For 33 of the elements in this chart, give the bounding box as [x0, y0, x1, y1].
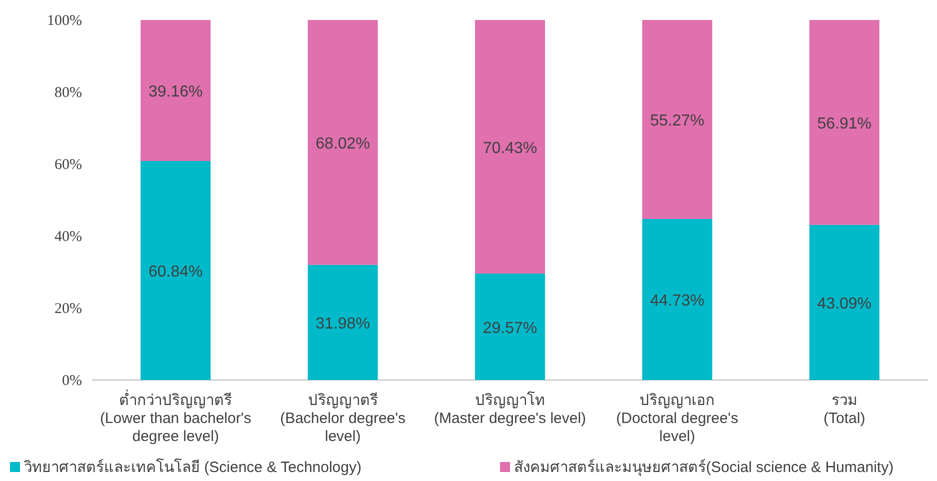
- data-label: 39.16%: [148, 83, 203, 100]
- y-tick-label: 20%: [54, 301, 82, 317]
- data-label: 70.43%: [482, 140, 538, 157]
- x-tick-label: ปริญญาเอก (Doctoral degree's level): [616, 392, 738, 445]
- data-label: 43.09%: [817, 295, 872, 312]
- data-label: 44.73%: [650, 292, 704, 310]
- x-tick-label: รวม (Total): [824, 392, 866, 427]
- y-tick-label: 60%: [54, 157, 82, 173]
- bar: [809, 224, 880, 380]
- data-label: 68.02%: [316, 135, 370, 152]
- bar: [475, 20, 545, 274]
- legend-label: วิทยาศาสตร์และเทคโนโลยี (Science & Technology): [23, 458, 362, 476]
- bar: [140, 160, 211, 380]
- y-tick-label: 40%: [54, 229, 82, 245]
- data-label: 56.91%: [817, 115, 872, 132]
- y-tick-label: 0%: [62, 373, 82, 389]
- bar: [140, 20, 211, 161]
- bar: [642, 218, 712, 380]
- bar: [642, 20, 712, 219]
- data-label: 60.84%: [148, 263, 203, 280]
- bar: [308, 20, 378, 265]
- x-tick-label: ต่ำกว่าปริญญาตรี (Lower than bachelor's degree level): [100, 389, 252, 445]
- bar: [308, 264, 378, 380]
- bar: [809, 20, 880, 225]
- bar: [475, 274, 545, 380]
- data-label: 31.98%: [316, 315, 370, 332]
- legend-label: สังคมศาสตร์และมนุษยศาสตร์(Social science & Humanity): [514, 459, 894, 477]
- x-tick-label: ปริญญาโท (Master degree's level): [434, 391, 586, 427]
- y-tick-label: 100%: [47, 13, 82, 29]
- y-tick-label: 80%: [54, 85, 82, 101]
- x-tick-label: ปริญญาตรี (Bachelor degree's level): [280, 392, 406, 445]
- data-label: 55.27%: [650, 112, 704, 130]
- data-label: 29.57%: [482, 320, 538, 337]
